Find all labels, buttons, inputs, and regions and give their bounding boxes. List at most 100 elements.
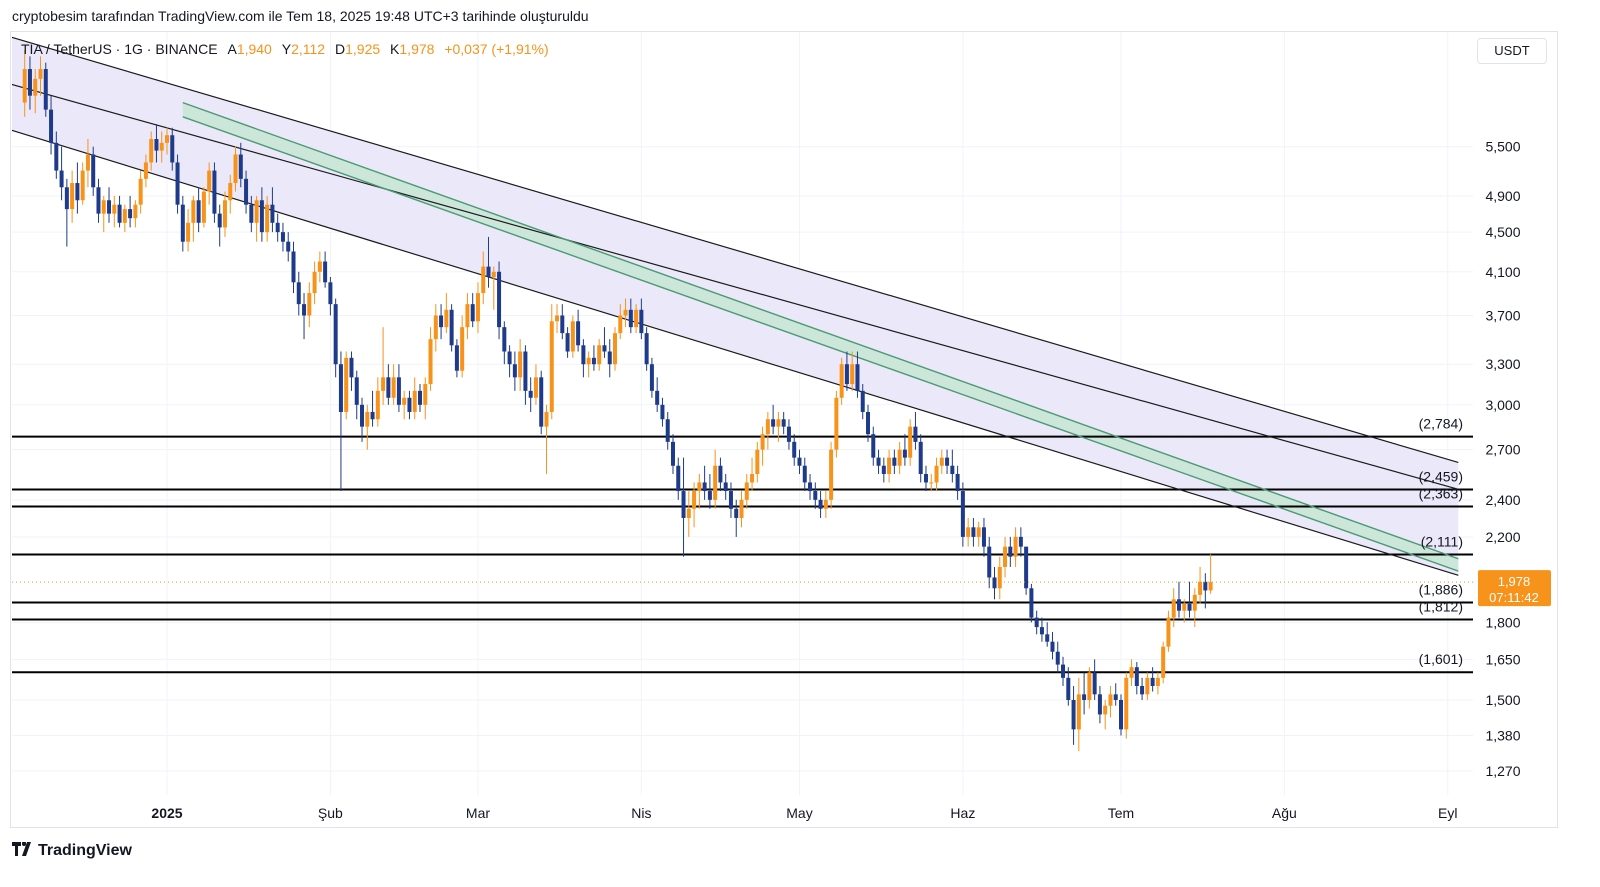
candle-body <box>1155 677 1160 687</box>
candle <box>760 426 765 466</box>
tradingview-logo[interactable]: TradingView <box>12 840 132 861</box>
candle <box>781 411 786 435</box>
candle-body <box>649 364 654 391</box>
symbol-info[interactable]: TIA / TetherUS · 1G · BINANCE <box>21 41 218 57</box>
candle-body <box>507 351 512 365</box>
candle <box>1198 566 1203 604</box>
candle <box>80 162 85 205</box>
candle <box>723 474 728 500</box>
candle-body <box>1203 581 1208 591</box>
green-channel-upper-line <box>182 101 1459 560</box>
level-label: (1,601) <box>1419 651 1463 667</box>
candle-body <box>1008 546 1013 557</box>
candle <box>797 449 802 475</box>
candle-body <box>823 499 828 509</box>
candle <box>613 327 618 371</box>
candle-body <box>997 566 1002 589</box>
candle <box>159 131 164 163</box>
candle-body <box>750 474 755 483</box>
candle-body <box>602 345 607 352</box>
candle <box>354 370 359 420</box>
candle <box>934 457 939 492</box>
candle <box>417 384 422 412</box>
candle <box>702 465 707 500</box>
brand-name: TradingView <box>38 841 132 859</box>
candle <box>591 345 596 371</box>
candle <box>834 390 839 458</box>
candle <box>59 146 64 201</box>
candle-body <box>417 390 422 405</box>
candle-body <box>212 170 217 214</box>
candle <box>396 364 401 412</box>
candle <box>850 351 855 391</box>
candle-body <box>1103 705 1108 715</box>
candle-body <box>43 69 48 110</box>
candle-body <box>665 419 670 442</box>
candle <box>1176 581 1181 618</box>
candle-body <box>22 69 27 103</box>
candle <box>133 200 138 228</box>
candle-body <box>149 139 154 163</box>
low-value: 1,925 <box>345 41 381 57</box>
candle-body <box>755 449 760 475</box>
candle-body <box>528 390 533 398</box>
candle <box>259 187 264 242</box>
candle <box>1145 672 1150 700</box>
candle-body <box>117 204 122 223</box>
candle <box>686 491 691 537</box>
green-channel-fill <box>182 102 1459 572</box>
candle <box>323 251 328 288</box>
candle <box>1150 667 1155 692</box>
candle-body <box>291 251 296 283</box>
candle-body <box>586 357 591 365</box>
candle-body <box>133 204 138 219</box>
candle <box>428 327 433 391</box>
candle-body <box>186 222 191 242</box>
candle-body <box>539 377 544 427</box>
candle-body <box>143 162 148 179</box>
candle-body <box>191 200 196 223</box>
candle <box>570 315 575 358</box>
candle-body <box>818 499 823 509</box>
level-label: (1,886) <box>1419 581 1463 597</box>
candle <box>1208 554 1213 594</box>
candle <box>544 404 549 475</box>
candle-body <box>433 315 438 340</box>
candle <box>755 441 760 483</box>
candle-body <box>59 170 64 188</box>
candle-body <box>918 441 923 475</box>
candle <box>265 195 270 242</box>
candle-body <box>412 390 417 412</box>
candle <box>950 449 955 483</box>
candle <box>866 404 871 442</box>
candle-body <box>644 333 649 365</box>
candle-body <box>1208 582 1213 591</box>
candle <box>1187 581 1192 618</box>
candle <box>107 187 112 223</box>
candle-body <box>460 327 465 371</box>
x-tick-label: Haz <box>950 805 975 821</box>
candle-body <box>897 449 902 466</box>
candle <box>670 434 675 475</box>
candle <box>1050 631 1055 660</box>
candle <box>1013 527 1018 567</box>
candle <box>481 251 486 305</box>
candle-body <box>449 309 454 346</box>
chart-pane[interactable] <box>10 31 1558 828</box>
candle-body <box>265 204 270 233</box>
currency-button[interactable]: USDT <box>1477 38 1547 64</box>
candle-body <box>64 187 69 210</box>
candle-body <box>1071 699 1076 730</box>
candle <box>175 154 180 214</box>
candle <box>1003 536 1008 578</box>
candle-body <box>207 170 212 192</box>
candle-body <box>91 154 96 188</box>
candle-body <box>686 508 691 518</box>
candle-body <box>1176 599 1181 611</box>
candle <box>992 566 997 600</box>
candle-body <box>966 527 971 537</box>
candle-body <box>391 377 396 398</box>
candle <box>997 556 1002 600</box>
candle-body <box>512 364 517 378</box>
